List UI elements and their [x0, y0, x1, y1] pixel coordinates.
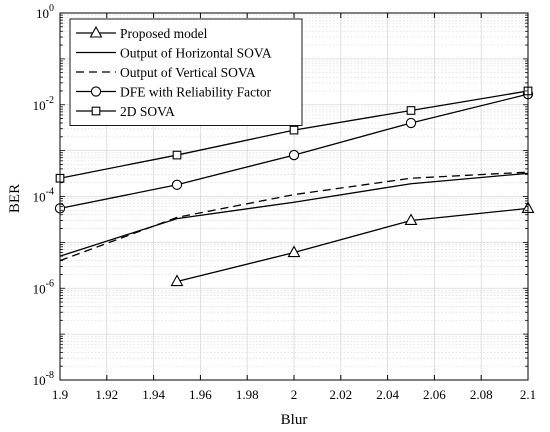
square-marker [172, 150, 182, 160]
y-tick-exponent: -2 [46, 95, 54, 106]
y-tick-label: 10-2 [33, 95, 54, 113]
x-tick-label: 2.1 [520, 387, 536, 402]
x-tick-label: 2.02 [329, 387, 352, 402]
x-tick-label: 2.04 [376, 387, 399, 402]
square-marker [91, 106, 101, 116]
y-axis-title: BER [7, 184, 23, 213]
y-tick-base: 10 [33, 373, 46, 388]
y-tick-label: 10-4 [33, 187, 54, 205]
triangle-marker [89, 25, 103, 38]
x-axis-title: Blur [281, 412, 308, 428]
x-tick-label: 1.98 [236, 387, 259, 402]
x-tick-label: 1.92 [95, 387, 118, 402]
series-lines [54, 86, 535, 287]
y-tick-base: 10 [33, 190, 46, 205]
y-tick-base: 10 [33, 98, 46, 113]
triangle-marker [170, 274, 184, 287]
x-tick-label: 1.9 [52, 387, 68, 402]
y-tick-label: 10-8 [33, 370, 54, 388]
x-tick-label: 2 [291, 387, 298, 402]
square-marker [289, 125, 299, 135]
y-tick-exponent: -4 [46, 187, 54, 198]
triangle-marker [404, 213, 418, 226]
x-tick-labels: 1.9 1.92 1.94 1.96 1.98 2 2.02 2.04 2.06 2.08 2.1 [52, 387, 536, 402]
series-line [59, 171, 529, 262]
series-line [176, 207, 529, 283]
series-output-of-vertical-sova [59, 171, 529, 262]
y-tick-base: 10 [33, 281, 46, 296]
series-line [59, 172, 529, 257]
legend-label: 2D SOVA [120, 104, 175, 119]
legend-label: Proposed model [120, 26, 208, 41]
axis-ticks [59, 12, 529, 381]
x-tick-label: 2.06 [423, 387, 446, 402]
series-output-of-horizontal-sova [59, 172, 529, 257]
triangle-marker [287, 245, 301, 258]
x-tick-label: 1.96 [189, 387, 212, 402]
y-tick-exponent: -8 [46, 370, 54, 381]
y-tick-exponent: 0 [49, 3, 54, 14]
legend-label: Output of Horizontal SOVA [120, 46, 272, 61]
y-tick-base: 10 [36, 6, 49, 21]
y-tick-exponent: -6 [46, 278, 54, 289]
circle-marker [90, 86, 102, 97]
legend-label: Output of Vertical SOVA [120, 65, 256, 80]
x-tick-label: 2.08 [470, 387, 493, 402]
x-tick-label: 1.94 [142, 387, 165, 402]
legend-label: DFE with Reliability Factor [120, 85, 272, 100]
y-tick-label: 100 [36, 3, 54, 21]
square-marker [406, 106, 416, 115]
circle-marker [405, 117, 417, 129]
legend: Proposed model Output of Horizontal SOVA O… [69, 18, 303, 126]
circle-marker [288, 149, 300, 161]
series-proposed-model [170, 201, 535, 287]
y-tick-label: 10-6 [33, 278, 54, 296]
circle-marker [171, 179, 183, 190]
